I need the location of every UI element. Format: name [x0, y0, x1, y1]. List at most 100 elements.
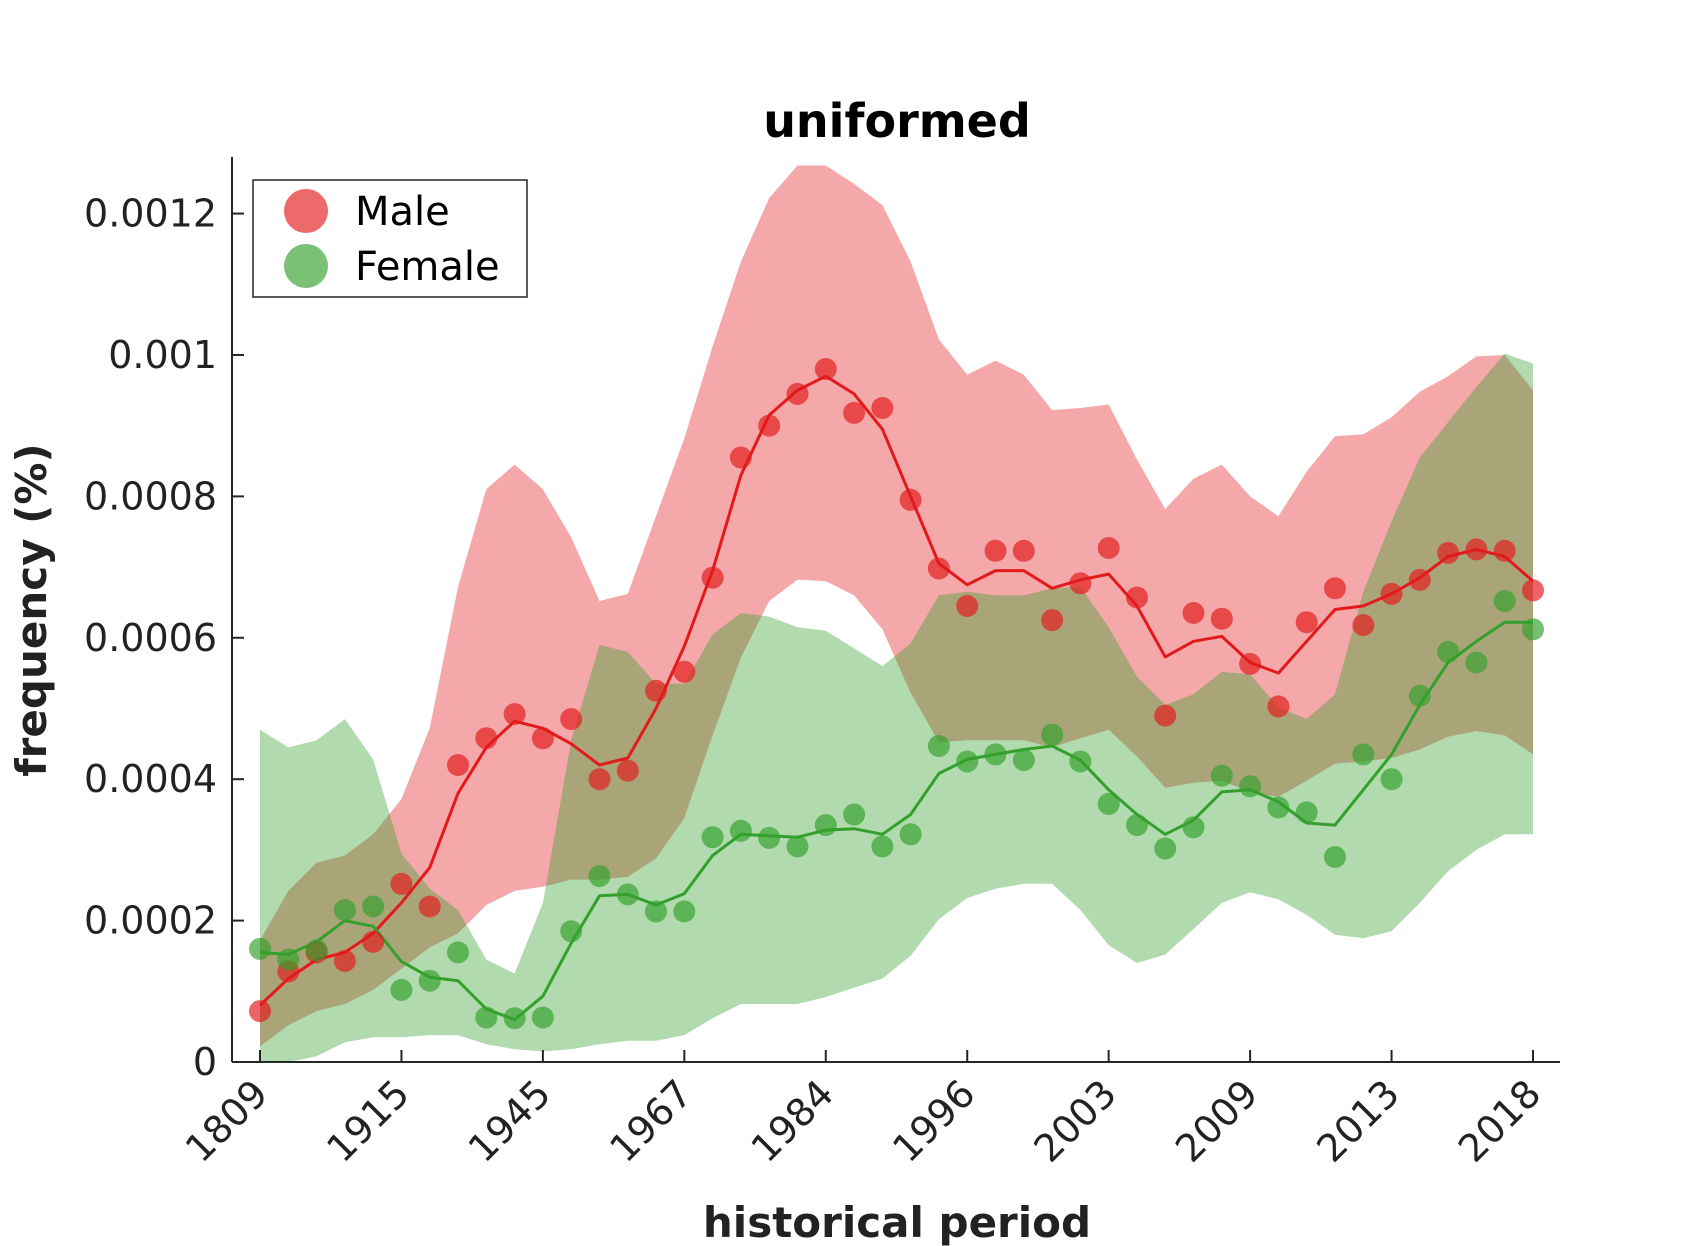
point-male	[560, 708, 583, 731]
point-male	[701, 566, 724, 589]
point-female	[1239, 775, 1262, 798]
point-male	[390, 872, 413, 895]
legend-label-male: Male	[355, 189, 450, 235]
point-male	[1465, 538, 1488, 561]
point-female	[1380, 768, 1403, 791]
point-female	[1154, 837, 1177, 860]
point-female	[1295, 801, 1318, 824]
point-male	[1493, 539, 1516, 562]
point-female	[1210, 764, 1233, 787]
point-female	[1352, 743, 1375, 766]
point-male	[1239, 652, 1262, 675]
point-male	[1380, 582, 1403, 605]
point-male	[843, 401, 866, 424]
point-female	[333, 899, 356, 921]
point-male	[1097, 537, 1120, 559]
point-male	[673, 660, 696, 683]
point-male	[956, 595, 979, 617]
point-male	[1437, 541, 1460, 564]
point-female	[1408, 684, 1431, 707]
point-female	[1041, 723, 1064, 746]
point-male	[531, 727, 554, 750]
point-female	[673, 900, 696, 923]
point-female	[1267, 796, 1290, 819]
point-female	[871, 835, 894, 858]
point-male	[418, 895, 441, 918]
point-male	[758, 414, 781, 437]
point-female	[1437, 640, 1460, 663]
point-male	[588, 768, 611, 791]
y-tick-label: 0	[193, 1040, 217, 1084]
point-female	[1324, 846, 1346, 868]
point-female	[362, 895, 385, 918]
y-tick-label: 0.0004	[84, 757, 217, 801]
point-female	[1522, 618, 1544, 641]
point-male	[1324, 577, 1346, 600]
legend-marker-male	[284, 189, 328, 233]
smoothed-lines	[258, 374, 1534, 1022]
point-male	[1012, 539, 1035, 562]
plot-area	[249, 165, 1544, 1063]
point-female	[447, 941, 469, 964]
y-axis-label: frequency (%)	[7, 443, 56, 776]
point-female	[277, 948, 300, 971]
y-ticks: 0 0.0002 0.0004 0.0006 0.0008 0.001 0.0012	[84, 192, 244, 1084]
point-female	[1012, 749, 1035, 772]
point-female	[899, 823, 922, 846]
point-male	[447, 754, 469, 776]
point-male	[984, 539, 1007, 562]
point-male	[1522, 579, 1544, 602]
point-female	[927, 735, 950, 757]
y-tick-label: 0.0002	[84, 899, 217, 943]
point-male	[1041, 609, 1064, 632]
point-female	[645, 900, 667, 923]
point-female	[729, 819, 752, 842]
band-male	[260, 165, 1533, 1047]
point-female	[503, 1007, 526, 1030]
point-male	[871, 397, 894, 419]
y-tick-label: 0.0008	[84, 474, 217, 518]
legend-label-female: Female	[355, 244, 500, 290]
y-tick-label: 0.0006	[84, 616, 217, 660]
point-male	[333, 949, 356, 972]
point-female	[418, 969, 441, 992]
band-female	[260, 353, 1533, 1063]
line-male	[258, 374, 1534, 1007]
y-tick-label: 0.0012	[84, 192, 217, 236]
point-male	[475, 727, 498, 750]
confidence-bands	[260, 165, 1533, 1063]
point-male	[1267, 695, 1290, 718]
point-male	[1210, 607, 1233, 630]
point-male	[249, 1000, 271, 1023]
point-female	[843, 803, 866, 826]
point-female	[475, 1006, 498, 1029]
point-female	[249, 937, 271, 960]
y-tick-label: 0.001	[108, 333, 217, 377]
point-male	[1154, 704, 1177, 727]
x-axis-label: historical period	[703, 1198, 1091, 1246]
point-male	[1295, 611, 1318, 634]
point-male	[1182, 602, 1205, 624]
point-female	[1493, 590, 1516, 612]
point-female	[390, 978, 413, 1001]
point-female	[956, 750, 979, 773]
point-male	[899, 488, 922, 511]
point-male	[1408, 568, 1431, 591]
point-male	[362, 930, 385, 953]
point-female	[786, 835, 809, 858]
point-female	[758, 826, 781, 849]
chart-title: uniformed	[763, 94, 1031, 148]
point-female	[701, 826, 724, 849]
legend: Male Female	[252, 179, 528, 298]
point-female	[1097, 792, 1120, 815]
point-male	[786, 382, 809, 405]
point-female	[1069, 750, 1092, 773]
point-male	[1352, 614, 1375, 637]
point-male	[1069, 572, 1092, 595]
point-female	[305, 939, 328, 962]
point-female	[588, 865, 611, 888]
data-points	[249, 358, 1544, 1030]
point-male	[503, 703, 526, 726]
point-female	[1182, 816, 1205, 839]
